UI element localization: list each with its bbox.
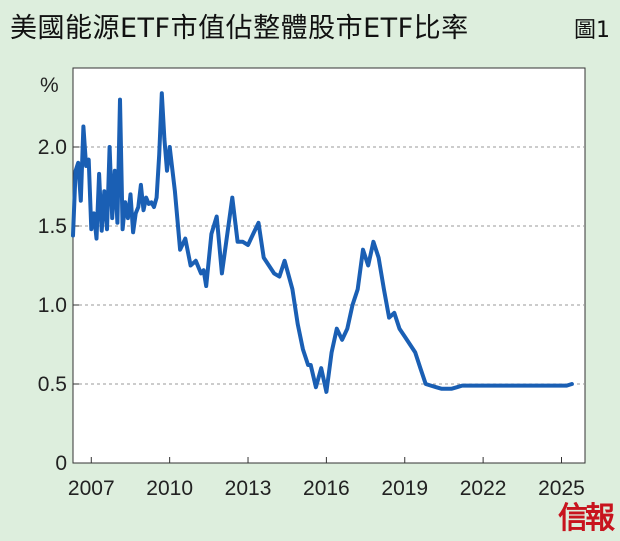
- y-axis: 0 0.5 1.0 1.5 2.0: [38, 136, 79, 475]
- series-line: [71, 91, 574, 394]
- x-tick-label: 2007: [68, 477, 115, 500]
- chart-title: 美國能源ETF市值佔整體股市ETF比率: [10, 13, 469, 44]
- x-tick-label: 2010: [146, 477, 193, 500]
- figure-label: 圖1: [574, 18, 610, 43]
- plot-area: [72, 67, 586, 464]
- series-group: [71, 91, 574, 394]
- x-tick-label: 2025: [538, 477, 585, 500]
- x-tick-label: 2016: [303, 477, 350, 500]
- y-axis-label: %: [40, 74, 59, 97]
- x-tick-label: 2019: [381, 477, 428, 500]
- y-tick-label: 2.0: [38, 136, 67, 159]
- y-tick-label: 0.5: [38, 373, 67, 396]
- y-tick-label: 1.5: [38, 215, 67, 238]
- x-tick-label: 2013: [225, 477, 272, 500]
- y-tick-label: 0: [55, 452, 67, 475]
- publisher-logo: 信報: [558, 501, 615, 536]
- x-axis: 2007 2010 2013 2016 2019 2022 2025: [68, 457, 585, 500]
- y-tick-label: 1.0: [38, 294, 67, 317]
- x-tick-label: 2022: [460, 477, 507, 500]
